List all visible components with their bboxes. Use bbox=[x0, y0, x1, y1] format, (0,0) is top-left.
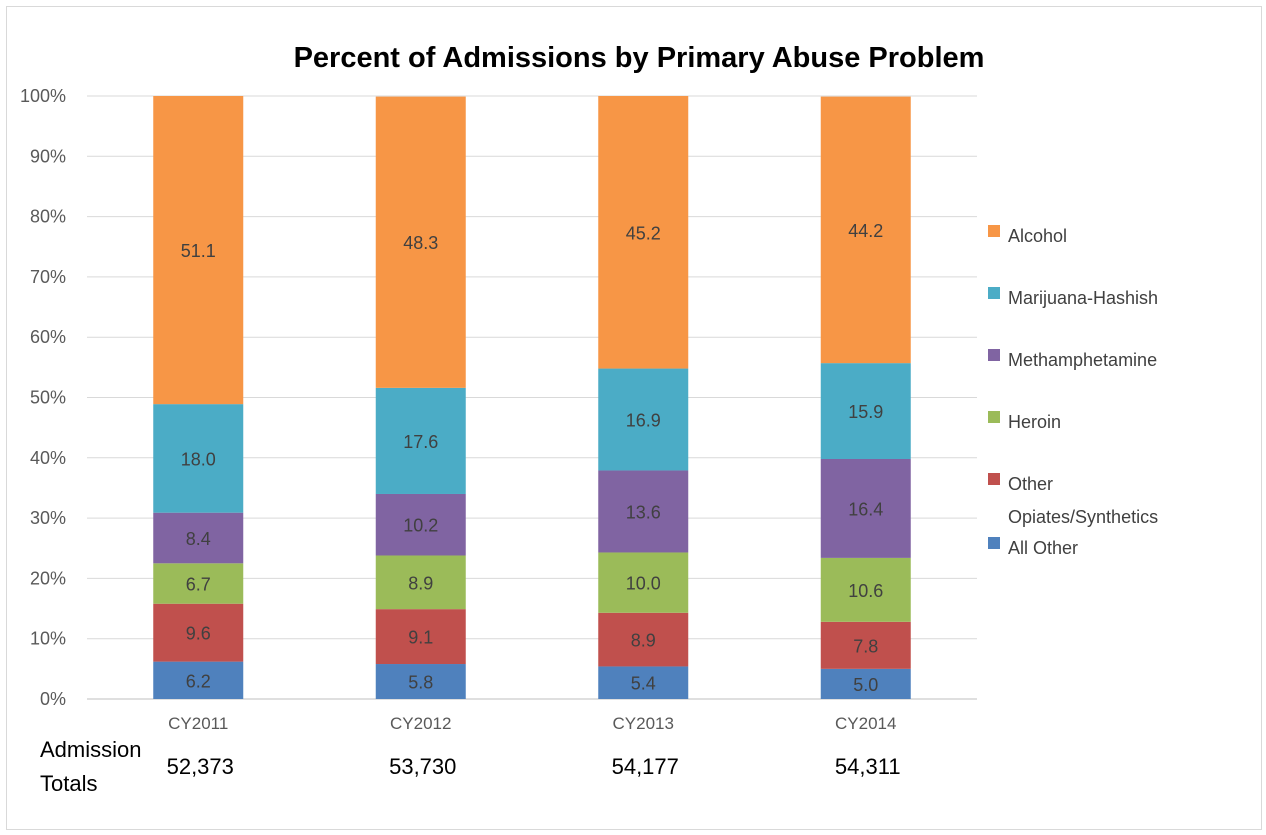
y-tick-label: 0% bbox=[40, 689, 66, 709]
legend-label: Opiates/Synthetics bbox=[1008, 507, 1158, 527]
data-label: 7.8 bbox=[853, 636, 878, 656]
legend: Alcohol Marijuana-Hashish Methamphetamine H… bbox=[988, 225, 1158, 558]
bar-segment bbox=[598, 552, 689, 613]
x-category-label: CY2014 bbox=[835, 714, 896, 733]
chart-title: Percent of Admissions by Primary Abuse P… bbox=[294, 42, 985, 74]
bar-segment bbox=[820, 96, 911, 364]
legend-swatch bbox=[988, 537, 1000, 549]
legend-label: Other bbox=[1008, 474, 1053, 494]
legend-label: All Other bbox=[1008, 538, 1078, 558]
bar-segment bbox=[375, 387, 466, 494]
y-tick-label: 80% bbox=[30, 207, 66, 227]
legend-label: Marijuana-Hashish bbox=[1008, 288, 1158, 308]
bar-segment bbox=[598, 470, 689, 553]
x-category-label: CY2012 bbox=[390, 714, 451, 733]
bar-segment bbox=[820, 557, 911, 622]
data-label: 8.4 bbox=[186, 529, 211, 549]
data-label: 5.0 bbox=[853, 675, 878, 695]
y-tick-label: 10% bbox=[30, 629, 66, 649]
x-category-label: CY2011 bbox=[168, 714, 228, 733]
data-label: 16.9 bbox=[626, 411, 661, 431]
data-label: 17.6 bbox=[403, 432, 438, 452]
bar-segment bbox=[153, 661, 244, 699]
bar-segment bbox=[598, 368, 689, 471]
bars bbox=[153, 96, 911, 699]
legend-swatch bbox=[988, 225, 1000, 237]
legend-label: Alcohol bbox=[1008, 226, 1067, 246]
admission-totals-label-line2: Totals bbox=[40, 771, 97, 796]
bar-segment bbox=[375, 609, 466, 665]
data-label: 10.2 bbox=[403, 516, 438, 536]
bar-segment bbox=[820, 668, 911, 699]
bar-segment bbox=[153, 603, 244, 662]
bar-segment bbox=[153, 404, 244, 513]
data-label: 6.2 bbox=[186, 671, 211, 691]
data-label: 8.9 bbox=[408, 573, 433, 593]
admission-total-value: 54,311 bbox=[835, 754, 901, 779]
legend-label: Heroin bbox=[1008, 412, 1061, 432]
y-tick-label: 100% bbox=[20, 86, 66, 106]
y-tick-label: 60% bbox=[30, 327, 66, 347]
admission-totals: Admission Totals 52,373 53,730 54,177 54,31… bbox=[40, 737, 901, 796]
legend-swatch bbox=[988, 349, 1000, 361]
bar-segment bbox=[375, 664, 466, 699]
x-axis-categories: CY2011 CY2012 CY2013 CY2014 bbox=[168, 714, 896, 733]
bar-segment bbox=[375, 493, 466, 556]
data-label: 16.4 bbox=[848, 499, 883, 519]
legend-swatch bbox=[988, 287, 1000, 299]
bar-segment bbox=[153, 96, 244, 405]
bar-segment bbox=[820, 363, 911, 460]
bar-segment bbox=[598, 666, 689, 699]
admission-total-value: 54,177 bbox=[612, 754, 679, 779]
y-tick-label: 20% bbox=[30, 568, 66, 588]
data-label: 9.6 bbox=[186, 624, 211, 644]
bar-segment bbox=[153, 512, 244, 564]
y-tick-label: 30% bbox=[30, 508, 66, 528]
legend-swatch bbox=[988, 411, 1000, 423]
legend-swatch bbox=[988, 473, 1000, 485]
admission-totals-label-line1: Admission bbox=[40, 737, 141, 762]
data-label: 10.6 bbox=[848, 581, 883, 601]
y-tick-label: 90% bbox=[30, 146, 66, 166]
bar-segment bbox=[598, 96, 689, 369]
data-labels: 6.2 9.6 6.7 8.4 18.0 51.1 5.8 9.1 8.9 10.2 17.6 48.… bbox=[181, 221, 884, 695]
y-tick-label: 70% bbox=[30, 267, 66, 287]
bar-segment bbox=[820, 621, 911, 669]
data-label: 10.0 bbox=[626, 574, 661, 594]
bar-segment bbox=[153, 563, 244, 604]
data-label: 51.1 bbox=[181, 241, 216, 261]
x-category-label: CY2013 bbox=[613, 714, 674, 733]
data-label: 48.3 bbox=[403, 233, 438, 253]
y-tick-label: 50% bbox=[30, 388, 66, 408]
data-label: 5.4 bbox=[631, 674, 656, 694]
y-tick-label: 40% bbox=[30, 448, 66, 468]
bar-segment bbox=[375, 96, 466, 388]
data-label: 18.0 bbox=[181, 449, 216, 469]
bar-segment bbox=[820, 459, 911, 558]
bar-segment bbox=[375, 555, 466, 610]
data-label: 13.6 bbox=[626, 502, 661, 522]
data-label: 15.9 bbox=[848, 402, 883, 422]
data-label: 8.9 bbox=[631, 631, 656, 651]
data-label: 45.2 bbox=[626, 223, 661, 243]
admission-total-value: 52,373 bbox=[167, 754, 234, 779]
data-label: 44.2 bbox=[848, 221, 883, 241]
bar-segment bbox=[598, 612, 689, 667]
data-label: 6.7 bbox=[186, 575, 211, 595]
y-axis-ticks: 0% 10% 20% 30% 40% 50% 60% 70% 80% 90% 100% bbox=[20, 86, 66, 709]
data-label: 9.1 bbox=[408, 628, 433, 648]
legend-label: Methamphetamine bbox=[1008, 350, 1157, 370]
admission-total-value: 53,730 bbox=[389, 754, 456, 779]
data-label: 5.8 bbox=[408, 673, 433, 693]
